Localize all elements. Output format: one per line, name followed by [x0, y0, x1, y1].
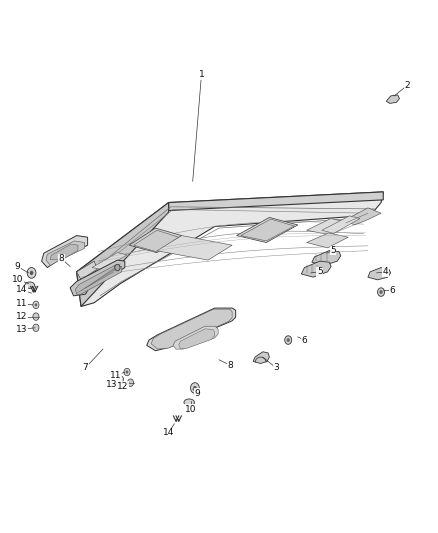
Text: 8: 8 [227, 361, 233, 369]
Polygon shape [77, 261, 97, 280]
Text: 9: 9 [194, 389, 200, 398]
Text: 11: 11 [110, 372, 122, 380]
Polygon shape [386, 95, 399, 103]
Text: 8: 8 [58, 254, 64, 263]
Text: 6: 6 [389, 286, 395, 295]
Circle shape [33, 301, 39, 309]
Polygon shape [77, 203, 169, 306]
Circle shape [35, 303, 37, 306]
Polygon shape [169, 192, 383, 211]
Text: 5: 5 [317, 268, 323, 276]
Text: 13: 13 [16, 325, 28, 334]
Circle shape [191, 383, 199, 393]
Text: 14: 14 [16, 286, 28, 294]
Circle shape [378, 288, 385, 296]
Polygon shape [134, 230, 179, 252]
Polygon shape [70, 260, 125, 296]
Circle shape [287, 338, 290, 342]
Polygon shape [42, 236, 88, 268]
Polygon shape [92, 253, 127, 270]
Circle shape [33, 324, 39, 332]
Circle shape [126, 370, 128, 374]
Polygon shape [237, 217, 298, 243]
Polygon shape [179, 329, 215, 349]
Polygon shape [368, 268, 391, 280]
Polygon shape [322, 216, 360, 233]
Circle shape [285, 336, 292, 344]
Text: 5: 5 [330, 246, 336, 255]
Polygon shape [77, 192, 383, 306]
Text: 10: 10 [12, 275, 23, 284]
Polygon shape [344, 208, 381, 225]
Polygon shape [312, 251, 341, 265]
Circle shape [127, 379, 134, 386]
Polygon shape [46, 241, 85, 265]
Circle shape [27, 268, 36, 278]
Ellipse shape [184, 399, 194, 406]
Circle shape [380, 290, 382, 294]
Ellipse shape [25, 282, 35, 288]
Polygon shape [253, 352, 269, 364]
Circle shape [117, 376, 124, 383]
Polygon shape [301, 261, 331, 277]
Polygon shape [173, 326, 218, 349]
Polygon shape [151, 309, 232, 349]
Circle shape [193, 386, 197, 390]
Circle shape [115, 264, 120, 271]
Polygon shape [307, 233, 348, 248]
Text: 6: 6 [301, 336, 307, 344]
Text: 12: 12 [16, 312, 28, 321]
Text: 13: 13 [106, 381, 117, 389]
Polygon shape [75, 265, 122, 294]
Text: 3: 3 [273, 364, 279, 372]
Polygon shape [129, 228, 182, 253]
Polygon shape [50, 244, 78, 260]
Polygon shape [147, 308, 236, 351]
Text: 10: 10 [185, 405, 196, 414]
Polygon shape [307, 219, 350, 235]
Text: 9: 9 [14, 262, 21, 271]
Polygon shape [241, 219, 294, 241]
Text: 1: 1 [198, 70, 205, 79]
Circle shape [124, 368, 130, 376]
Circle shape [30, 271, 33, 275]
Text: 11: 11 [16, 300, 28, 308]
Text: 4: 4 [383, 268, 388, 276]
Text: 7: 7 [82, 364, 88, 372]
Polygon shape [155, 236, 232, 260]
Text: 2: 2 [405, 81, 410, 90]
Text: 12: 12 [117, 382, 128, 391]
Text: 14: 14 [163, 429, 174, 437]
Circle shape [33, 313, 39, 320]
